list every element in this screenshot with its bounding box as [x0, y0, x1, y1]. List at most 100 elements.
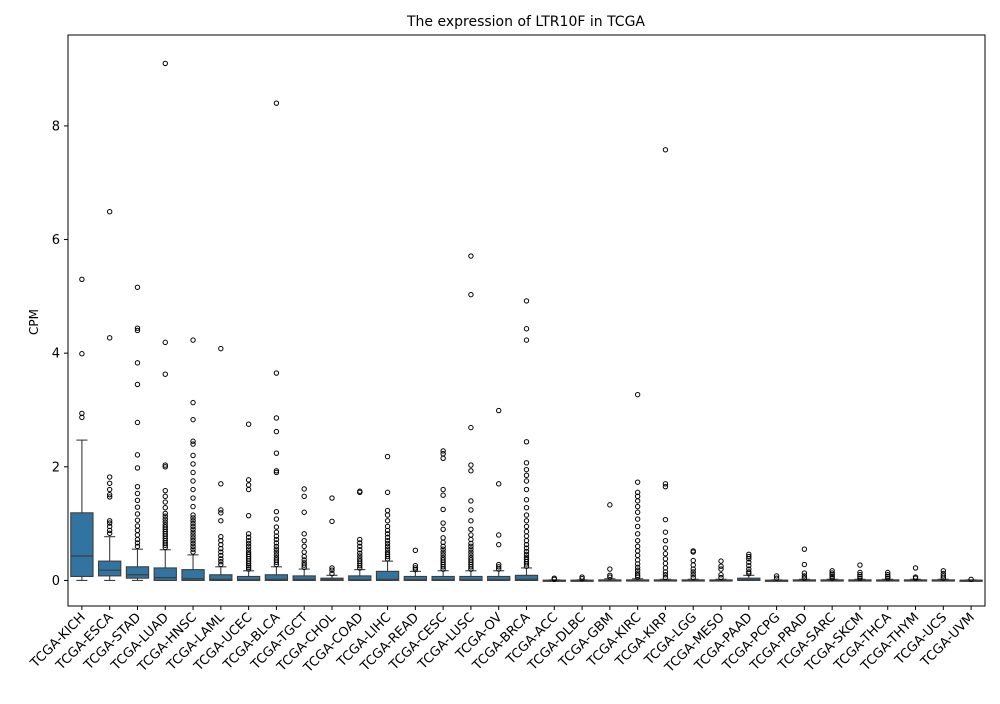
outlier-point	[718, 572, 724, 578]
axes-frame	[67, 34, 986, 607]
outlier-point	[218, 558, 224, 565]
outlier-point	[746, 559, 752, 565]
outlier-point	[134, 419, 141, 426]
outlier-point	[357, 550, 363, 556]
outlier-point	[690, 569, 696, 575]
outlier-point	[79, 276, 85, 283]
outlier-point	[134, 327, 141, 334]
outlier-point	[329, 567, 335, 573]
outlier-point	[134, 490, 141, 497]
outlier-point	[773, 575, 780, 581]
y-tick-label: 8	[52, 119, 60, 134]
box-tcga-brca	[514, 574, 539, 581]
outlier-point	[440, 557, 446, 563]
box-tcga-hnsc	[181, 569, 205, 581]
outlier-point	[357, 488, 363, 494]
outlier-point	[690, 572, 696, 578]
outlier-point	[273, 552, 280, 558]
outlier-point	[607, 566, 613, 572]
outlier-point	[523, 523, 530, 530]
outlier-point	[468, 532, 474, 538]
outlier-point	[384, 543, 391, 550]
outlier-point	[245, 566, 252, 572]
outlier-point	[440, 506, 446, 513]
outlier-point	[634, 572, 641, 579]
outlier-point	[523, 551, 530, 557]
outlier-point	[162, 339, 168, 346]
outlier-point	[662, 516, 669, 523]
outlier-point	[384, 531, 391, 537]
outlier-point	[468, 543, 474, 550]
outlier-point	[607, 502, 613, 508]
outlier-point	[162, 505, 168, 511]
outlier-point	[468, 498, 474, 504]
outlier-point	[746, 551, 752, 557]
outlier-point	[523, 439, 530, 445]
outlier-point	[496, 561, 502, 568]
outlier-point	[829, 575, 835, 581]
outlier-point	[940, 570, 947, 577]
outlier-point	[162, 60, 168, 67]
outlier-point	[218, 552, 224, 559]
outlier-point	[384, 534, 391, 540]
box-tcga-blca	[264, 574, 289, 581]
outlier-point	[857, 572, 863, 578]
outlier-point	[134, 381, 141, 388]
outlier-point	[273, 450, 280, 456]
box-tcga-tgct	[292, 575, 316, 581]
outlier-point	[106, 523, 113, 530]
outlier-point	[579, 576, 585, 582]
outlier-point	[968, 576, 974, 582]
outlier-point	[162, 522, 168, 528]
outlier-point	[634, 543, 641, 550]
outlier-point	[301, 562, 307, 568]
outlier-point	[273, 370, 280, 376]
outlier-point	[940, 573, 947, 579]
outlier-point	[662, 556, 669, 562]
outlier-point	[329, 518, 335, 525]
outlier-point	[468, 552, 474, 558]
outlier-point	[523, 472, 530, 479]
outlier-point	[301, 543, 307, 550]
outlier-point	[190, 549, 196, 555]
outlier-point	[218, 556, 224, 562]
outlier-point	[496, 532, 502, 538]
outlier-point	[440, 546, 446, 552]
outlier-point	[523, 466, 530, 473]
outlier-point	[384, 507, 391, 514]
outlier-point	[134, 325, 141, 331]
outlier-point	[607, 574, 613, 580]
outlier-point	[273, 428, 280, 435]
outlier-point	[301, 509, 307, 515]
outlier-point	[440, 555, 446, 561]
outlier-point	[634, 489, 641, 496]
outlier-point	[384, 540, 391, 547]
outlier-point	[245, 512, 252, 519]
outlier-point	[357, 543, 363, 550]
outlier-point	[273, 469, 280, 476]
outlier-point	[190, 478, 196, 484]
outlier-point	[134, 284, 141, 290]
outlier-point	[357, 536, 363, 543]
outlier-point	[468, 468, 474, 474]
outlier-point	[190, 503, 196, 510]
outlier-point	[885, 572, 891, 578]
outlier-point	[190, 526, 196, 532]
outlier-point	[746, 562, 752, 569]
y-tick-label: 4	[52, 347, 60, 362]
outlier-point	[162, 519, 168, 525]
outlier-point	[579, 574, 585, 580]
outlier-point	[912, 574, 919, 580]
outlier-point	[746, 569, 752, 575]
outlier-point	[662, 481, 669, 487]
outlier-point	[218, 533, 224, 540]
outlier-point	[357, 556, 363, 562]
outlier-point	[273, 468, 280, 474]
outlier-point	[801, 546, 808, 552]
outlier-point	[106, 520, 113, 526]
y-tick-label: 0	[52, 574, 60, 589]
outlier-point	[190, 532, 196, 538]
outlier-point	[301, 493, 307, 500]
outlier-point	[634, 509, 641, 515]
outlier-point	[384, 518, 391, 524]
